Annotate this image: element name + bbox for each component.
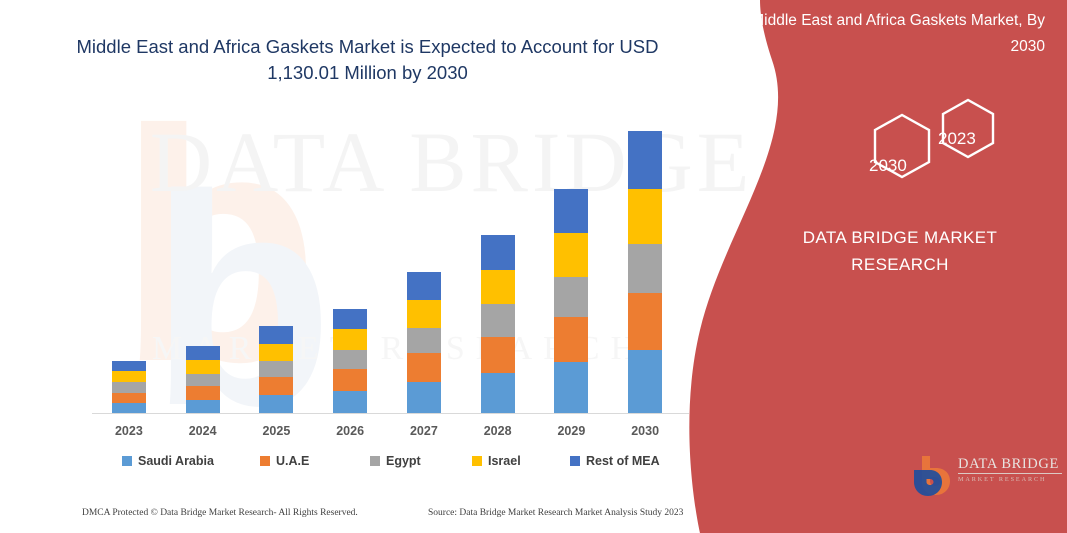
legend-label: Rest of MEA (586, 454, 660, 468)
bar-column[interactable] (185, 346, 220, 414)
chart-panel: Middle East and Africa Gaskets Market is… (0, 36, 730, 528)
dbmr-logo-main: DATA BRIDGE (958, 456, 1062, 474)
legend-label: Egypt (386, 454, 421, 468)
legend-label: U.A.E (276, 454, 310, 468)
bar-segment (554, 276, 589, 317)
bar-segment (628, 130, 663, 189)
bar-segment (111, 371, 146, 382)
footer: DMCA Protected © Data Bridge Market Rese… (0, 508, 730, 528)
bar-segment (628, 188, 663, 244)
bar-segment (111, 360, 146, 372)
bar-segment (406, 327, 441, 354)
bar-column[interactable] (480, 234, 515, 414)
hexagon-2023-label: 2023 (938, 129, 976, 148)
bar-segment (259, 361, 294, 378)
x-axis-label: 2023 (114, 424, 143, 438)
bar-segment (259, 343, 294, 362)
x-axis-label: 2024 (188, 424, 217, 438)
legend-item[interactable]: Saudi Arabia (122, 454, 214, 468)
bar-segment (406, 353, 441, 382)
hexagon-2023-shape (941, 98, 995, 159)
dbmr-logo-sub: MARKET RESEARCH (958, 476, 1047, 483)
bar-segment (259, 325, 294, 344)
hexagon-2030-label: 2030 (869, 156, 907, 175)
x-axis-label: 2028 (483, 424, 512, 438)
bar-segment (480, 304, 515, 337)
bar-segment (628, 243, 663, 293)
bar-segment (259, 377, 294, 396)
bar-segment (406, 300, 441, 328)
legend-item[interactable]: Egypt (370, 454, 421, 468)
legend-label: Saudi Arabia (138, 454, 214, 468)
dbmr-logo-text: DATA BRIDGE MARKET RESEARCH (958, 456, 1062, 483)
x-axis-label: 2029 (557, 424, 586, 438)
bar-segment (480, 336, 515, 374)
legend-swatch-icon (370, 456, 380, 466)
bar-segment (406, 271, 441, 300)
bar-segment (333, 349, 368, 370)
legend-swatch-icon (570, 456, 580, 466)
bar-segment (111, 392, 146, 404)
bar-segment (480, 269, 515, 305)
chart-legend: Saudi Arabia U.A.E Egypt Israel Rest of MEA (92, 454, 682, 476)
bar-segment (185, 399, 220, 414)
bar-segment (554, 316, 589, 363)
bar-segment (554, 188, 589, 234)
legend-label: Israel (488, 454, 521, 468)
legend-swatch-icon (122, 456, 132, 466)
brand-line-2: RESEARCH (851, 255, 949, 274)
bar-column[interactable] (259, 325, 294, 414)
x-axis-label: 2027 (409, 424, 438, 438)
bar-segment (406, 381, 441, 414)
dbmr-logo: DATA BRIDGE MARKET RESEARCH (912, 452, 1062, 498)
legend-swatch-icon (260, 456, 270, 466)
bar-segment (333, 308, 368, 330)
bar-segment (554, 233, 589, 277)
bar-segment (185, 386, 220, 400)
bar-segment (185, 346, 220, 360)
bar-segment (480, 234, 515, 270)
page-title: Middle East and Africa Gaskets Market is… (76, 36, 659, 83)
bar-segment (554, 362, 589, 414)
bar-column[interactable] (628, 130, 663, 414)
right-panel-title: Middle East and Africa Gaskets Market, B… (751, 12, 1045, 55)
bar-segment (628, 349, 663, 414)
x-axis-label: 2025 (262, 424, 291, 438)
bar-segment (185, 359, 220, 374)
bar-segment (480, 373, 515, 414)
bar-segment (333, 390, 368, 414)
right-panel-content: Middle East and Africa Gaskets Market, B… (730, 0, 1067, 533)
bar-segment (185, 373, 220, 387)
legend-swatch-icon (472, 456, 482, 466)
footer-source: Source: Data Bridge Market Research Mark… (428, 508, 684, 518)
bar-segment (111, 381, 146, 393)
bar-segment (333, 329, 368, 350)
bar-segment (111, 403, 146, 414)
hexagon-2030-shape (873, 113, 931, 179)
chart-plot-area (92, 120, 682, 414)
x-axis-label: 2026 (336, 424, 365, 438)
brand-line-1: DATA BRIDGE MARKET (802, 228, 998, 247)
x-axis-tick-labels: 2023 2024 2025 2026 2027 2028 2029 2030 (92, 424, 682, 444)
bar-segment (259, 395, 294, 414)
bar-column[interactable] (554, 188, 589, 414)
brand-name: DATA BRIDGE MARKET RESEARCH (752, 224, 1048, 278)
bar-column[interactable] (111, 360, 146, 414)
legend-item[interactable]: U.A.E (260, 454, 309, 468)
x-axis-label: 2030 (631, 424, 660, 438)
legend-item[interactable]: Israel (472, 454, 521, 468)
footer-copyright: DMCA Protected © Data Bridge Market Rese… (82, 508, 358, 518)
bar-segment (333, 369, 368, 391)
hexagon-group: 2030 2023 (835, 96, 1035, 206)
dbmr-logo-mark (914, 456, 950, 496)
bar-segment (628, 292, 663, 350)
x-axis-line (92, 413, 689, 414)
legend-item[interactable]: Rest of MEA (570, 454, 660, 468)
bar-column[interactable] (406, 271, 441, 414)
bar-column[interactable] (333, 308, 368, 414)
